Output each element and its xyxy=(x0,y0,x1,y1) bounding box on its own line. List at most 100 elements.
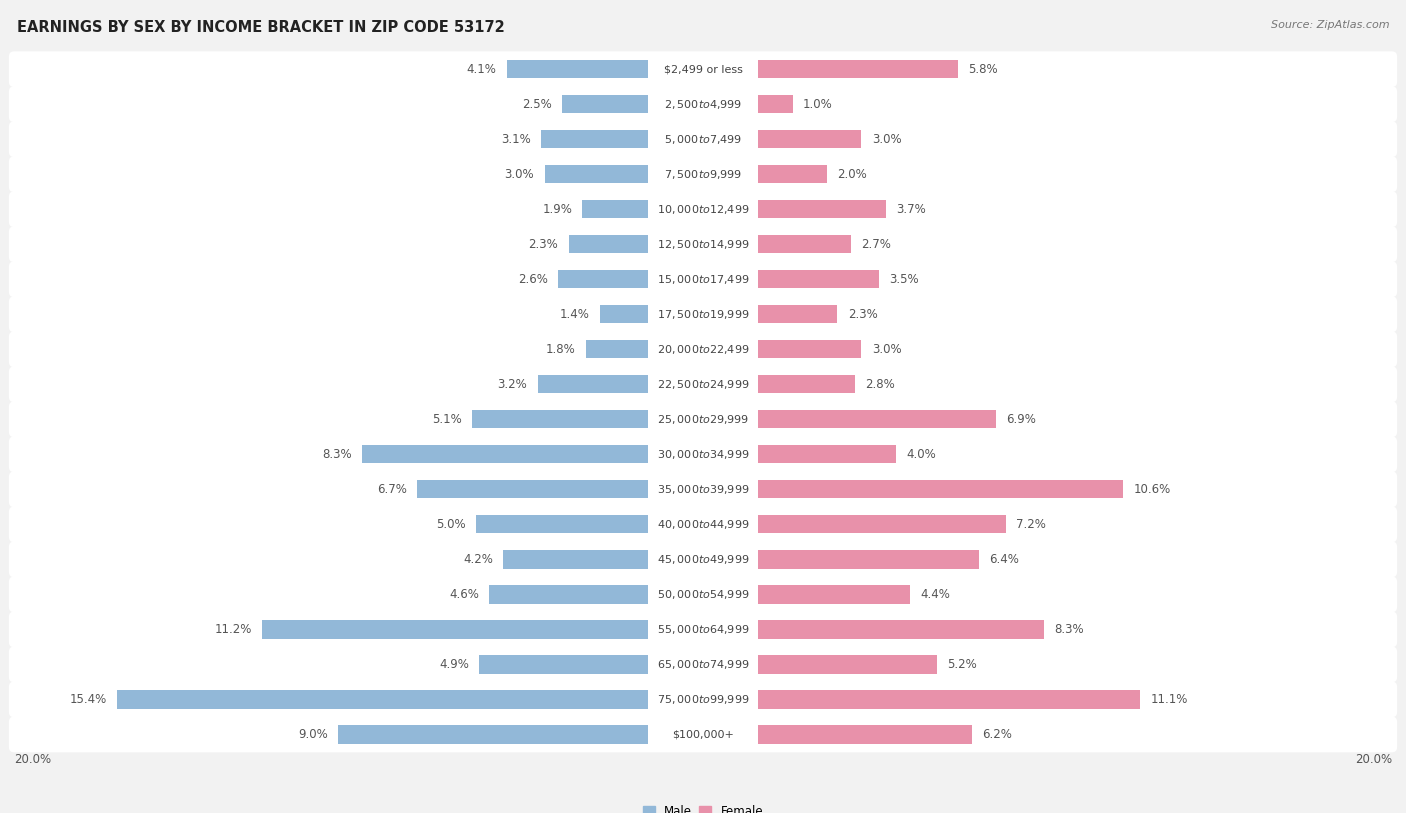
FancyBboxPatch shape xyxy=(8,51,1398,87)
Text: 9.0%: 9.0% xyxy=(298,728,328,741)
Text: 3.0%: 3.0% xyxy=(505,167,534,180)
Text: 20.0%: 20.0% xyxy=(14,753,51,766)
FancyBboxPatch shape xyxy=(8,506,1398,542)
Text: 4.9%: 4.9% xyxy=(439,658,468,671)
Bar xyxy=(758,165,827,184)
Text: $75,000 to $99,999: $75,000 to $99,999 xyxy=(657,693,749,706)
FancyBboxPatch shape xyxy=(8,646,1398,682)
Bar xyxy=(558,270,648,289)
Bar xyxy=(758,305,838,324)
FancyBboxPatch shape xyxy=(8,681,1398,717)
FancyBboxPatch shape xyxy=(8,541,1398,577)
Text: 11.1%: 11.1% xyxy=(1152,693,1188,706)
Text: 1.8%: 1.8% xyxy=(546,343,575,356)
Text: $55,000 to $64,999: $55,000 to $64,999 xyxy=(657,623,749,636)
Text: 2.3%: 2.3% xyxy=(848,308,877,321)
Text: 2.7%: 2.7% xyxy=(862,237,891,250)
Text: 15.4%: 15.4% xyxy=(70,693,107,706)
FancyBboxPatch shape xyxy=(8,297,1398,333)
FancyBboxPatch shape xyxy=(8,437,1398,472)
Bar xyxy=(361,446,648,463)
Text: 20.0%: 20.0% xyxy=(1355,753,1392,766)
Text: 8.3%: 8.3% xyxy=(322,448,352,461)
Text: 3.1%: 3.1% xyxy=(501,133,531,146)
Bar xyxy=(758,376,855,393)
Text: 2.3%: 2.3% xyxy=(529,237,558,250)
Bar xyxy=(758,130,862,148)
Bar xyxy=(506,60,648,78)
Text: 7.2%: 7.2% xyxy=(1017,518,1046,531)
Text: 4.6%: 4.6% xyxy=(450,588,479,601)
Text: 4.2%: 4.2% xyxy=(463,553,494,566)
Text: $25,000 to $29,999: $25,000 to $29,999 xyxy=(657,413,749,426)
Bar xyxy=(503,550,648,568)
FancyBboxPatch shape xyxy=(8,367,1398,402)
Text: $50,000 to $54,999: $50,000 to $54,999 xyxy=(657,588,749,601)
Bar xyxy=(472,411,648,428)
FancyBboxPatch shape xyxy=(8,716,1398,752)
Bar xyxy=(582,200,648,219)
Bar xyxy=(418,480,648,498)
Text: 2.8%: 2.8% xyxy=(865,378,894,391)
FancyBboxPatch shape xyxy=(8,402,1398,437)
Text: $7,500 to $9,999: $7,500 to $9,999 xyxy=(664,167,742,180)
Bar xyxy=(544,165,648,184)
Text: $65,000 to $74,999: $65,000 to $74,999 xyxy=(657,658,749,671)
FancyBboxPatch shape xyxy=(8,156,1398,192)
Text: 6.7%: 6.7% xyxy=(377,483,406,496)
Text: $2,499 or less: $2,499 or less xyxy=(664,64,742,74)
Bar xyxy=(262,620,648,638)
FancyBboxPatch shape xyxy=(8,332,1398,367)
Text: 3.0%: 3.0% xyxy=(872,343,901,356)
FancyBboxPatch shape xyxy=(8,227,1398,262)
Text: 2.0%: 2.0% xyxy=(838,167,868,180)
Bar xyxy=(758,446,896,463)
Bar xyxy=(117,690,648,709)
Text: $22,500 to $24,999: $22,500 to $24,999 xyxy=(657,378,749,391)
Text: 5.2%: 5.2% xyxy=(948,658,977,671)
Text: 2.5%: 2.5% xyxy=(522,98,551,111)
Bar xyxy=(758,725,972,744)
Text: $5,000 to $7,499: $5,000 to $7,499 xyxy=(664,133,742,146)
Legend: Male, Female: Male, Female xyxy=(638,801,768,813)
FancyBboxPatch shape xyxy=(8,262,1398,298)
Text: 3.2%: 3.2% xyxy=(498,378,527,391)
Text: EARNINGS BY SEX BY INCOME BRACKET IN ZIP CODE 53172: EARNINGS BY SEX BY INCOME BRACKET IN ZIP… xyxy=(17,20,505,35)
FancyBboxPatch shape xyxy=(8,576,1398,612)
Text: 6.4%: 6.4% xyxy=(988,553,1019,566)
Text: $35,000 to $39,999: $35,000 to $39,999 xyxy=(657,483,749,496)
Text: 11.2%: 11.2% xyxy=(214,623,252,636)
Bar xyxy=(758,200,886,219)
Text: 3.7%: 3.7% xyxy=(896,202,925,215)
Text: 1.0%: 1.0% xyxy=(803,98,832,111)
Text: $17,500 to $19,999: $17,500 to $19,999 xyxy=(657,308,749,321)
Text: $100,000+: $100,000+ xyxy=(672,729,734,740)
Bar xyxy=(758,480,1123,498)
Bar xyxy=(758,411,995,428)
Text: 6.9%: 6.9% xyxy=(1007,413,1036,426)
Bar xyxy=(758,60,957,78)
Bar xyxy=(479,655,648,673)
Bar xyxy=(337,725,648,744)
Text: 3.5%: 3.5% xyxy=(889,273,918,286)
Bar xyxy=(758,655,938,673)
Text: Source: ZipAtlas.com: Source: ZipAtlas.com xyxy=(1271,20,1389,30)
Text: 5.1%: 5.1% xyxy=(432,413,461,426)
Bar xyxy=(599,305,648,324)
Bar xyxy=(568,235,648,254)
Bar xyxy=(562,95,648,113)
Text: $15,000 to $17,499: $15,000 to $17,499 xyxy=(657,273,749,286)
FancyBboxPatch shape xyxy=(8,472,1398,507)
Text: 4.4%: 4.4% xyxy=(920,588,950,601)
Bar xyxy=(475,515,648,533)
Text: 10.6%: 10.6% xyxy=(1133,483,1171,496)
Text: 3.0%: 3.0% xyxy=(872,133,901,146)
Bar xyxy=(758,620,1045,638)
Text: 6.2%: 6.2% xyxy=(981,728,1012,741)
Bar xyxy=(489,585,648,603)
Bar xyxy=(758,690,1140,709)
Text: $2,500 to $4,999: $2,500 to $4,999 xyxy=(664,98,742,111)
Text: 5.0%: 5.0% xyxy=(436,518,465,531)
Bar xyxy=(541,130,648,148)
Text: 8.3%: 8.3% xyxy=(1054,623,1084,636)
